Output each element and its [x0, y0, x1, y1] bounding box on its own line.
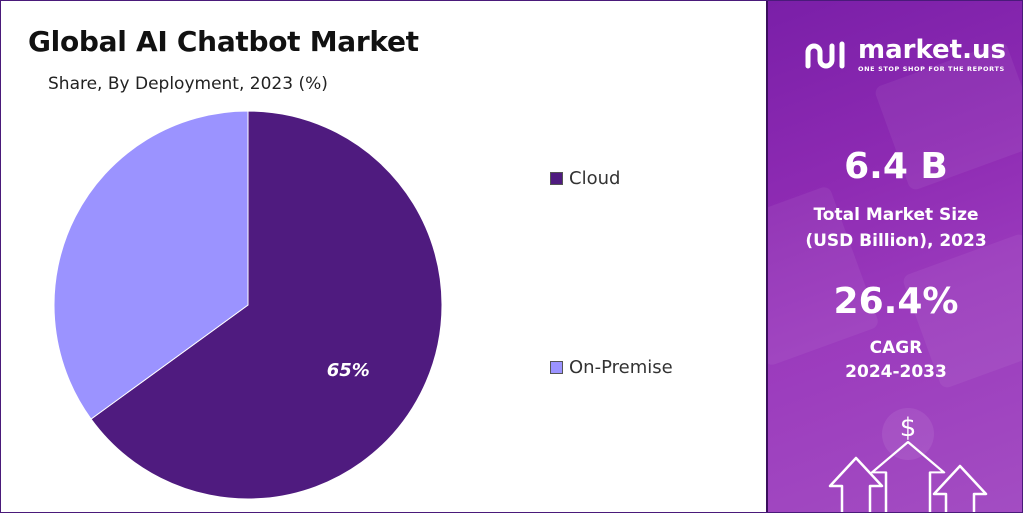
stats-panel: market.us ONE STOP SHOP FOR THE REPORTS … [766, 1, 1022, 512]
data-label-cloud: 65% [327, 360, 370, 381]
legend-swatch-on-premise [550, 361, 563, 374]
legend-item-on-premise: On-Premise [550, 357, 673, 378]
market-us-logo-icon [805, 41, 845, 69]
cagr-label: CAGR [869, 338, 923, 358]
brand-logo: market.us ONE STOP SHOP FOR THE REPORTS [804, 37, 1006, 73]
market-size-label-line-1: Total Market Size [813, 205, 979, 225]
legend-label-on-premise: On-Premise [569, 357, 673, 378]
market-size-label-line-2: (USD Billion), 2023 [805, 231, 987, 251]
cagr-period: 2024-2033 [845, 362, 947, 382]
pie-chart: 65% [53, 110, 443, 500]
legend-label-cloud: Cloud [569, 168, 621, 189]
dollar-growth-arrows-icon: $ [828, 408, 988, 512]
market-size-value: 6.4 B [844, 146, 948, 187]
brand-name: market.us [858, 35, 1006, 65]
legend-swatch-cloud [550, 172, 563, 185]
chart-title: Global AI Chatbot Market [28, 25, 419, 58]
dollar-symbol: $ [900, 413, 917, 443]
legend-item-cloud: Cloud [550, 168, 620, 189]
cagr-value: 26.4% [833, 281, 959, 322]
pie-slice-cloud [90, 110, 443, 500]
brand-tagline: ONE STOP SHOP FOR THE REPORTS [858, 65, 1005, 73]
pie-slice-on-premise [53, 110, 249, 420]
chart-panel: Global AI Chatbot Market Share, By Deplo… [1, 1, 766, 512]
chart-subtitle: Share, By Deployment, 2023 (%) [48, 74, 328, 94]
